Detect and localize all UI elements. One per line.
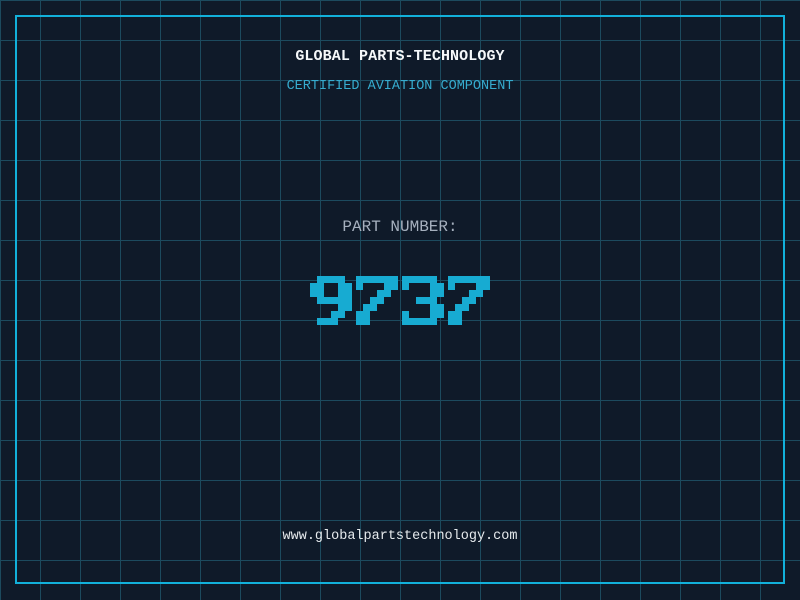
part-number-digit (448, 276, 490, 325)
part-number-label: PART NUMBER: (342, 218, 458, 236)
brand-title: GLOBAL PARTS-TECHNOLOGY (295, 48, 505, 65)
part-number-digit (402, 276, 444, 325)
part-number-display (0, 276, 800, 325)
part-number-digit (310, 276, 352, 325)
part-number-digit (356, 276, 398, 325)
frame-border (15, 15, 785, 584)
footer-url: www.globalpartstechnology.com (282, 529, 518, 544)
brand-subtitle: CERTIFIED AVIATION COMPONENT (286, 79, 514, 94)
